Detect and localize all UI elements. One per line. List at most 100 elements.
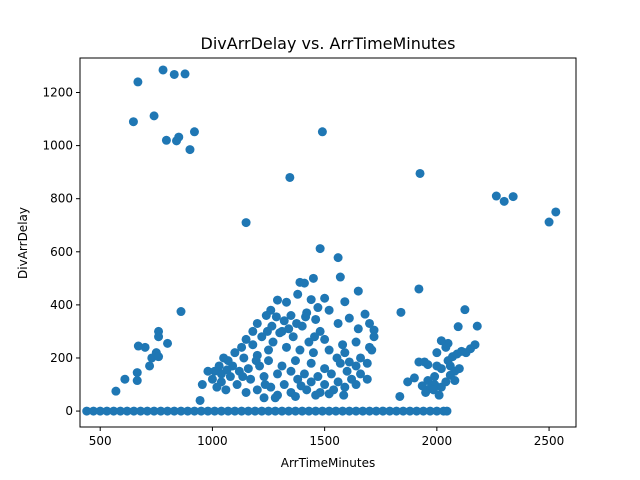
data-point	[306, 358, 316, 368]
data-point	[324, 389, 334, 399]
data-point	[324, 406, 334, 416]
data-point	[460, 305, 470, 315]
data-point	[115, 406, 125, 416]
data-point	[252, 318, 262, 328]
data-point	[344, 357, 354, 367]
data-point	[156, 406, 166, 416]
data-point	[196, 406, 206, 416]
data-point	[362, 358, 372, 368]
data-point	[441, 342, 451, 352]
data-point	[544, 217, 554, 227]
data-point	[136, 406, 146, 416]
data-point	[434, 390, 444, 400]
data-point	[128, 117, 138, 127]
data-point	[378, 406, 388, 416]
data-point	[241, 218, 251, 228]
data-point	[243, 406, 253, 416]
data-point	[212, 382, 222, 392]
data-point	[454, 364, 464, 374]
data-point	[232, 380, 242, 390]
data-point	[129, 406, 139, 416]
y-axis-ticks: 0 200 400 600 800 1000 1200	[42, 86, 80, 418]
data-point	[286, 311, 296, 320]
data-point	[340, 348, 350, 358]
data-point	[223, 406, 233, 416]
y-tick-label: 400	[50, 298, 73, 312]
data-point	[396, 307, 406, 317]
data-point	[210, 406, 220, 416]
data-points-layer	[82, 65, 561, 416]
data-point	[222, 365, 232, 375]
data-point	[203, 406, 213, 416]
data-point	[149, 111, 159, 121]
data-point	[176, 307, 186, 317]
data-point	[491, 191, 501, 201]
x-tick-label: 2500	[534, 434, 565, 448]
data-point	[333, 377, 343, 387]
data-point	[313, 303, 323, 313]
data-point	[169, 406, 179, 416]
chart-title: DivArrDelay vs. ArrTimeMinutes	[201, 34, 456, 53]
data-point	[180, 69, 190, 79]
data-point	[414, 284, 424, 294]
data-point	[306, 377, 316, 387]
data-point	[122, 406, 132, 416]
data-point	[237, 406, 247, 416]
data-point	[257, 332, 267, 342]
y-tick-label: 1200	[42, 86, 73, 100]
data-point	[183, 406, 193, 416]
data-point	[145, 361, 155, 371]
data-point	[189, 127, 199, 137]
x-axis-ticks: 500 1000 1500 2000 2500	[89, 427, 565, 448]
data-point	[285, 172, 295, 182]
data-point	[351, 337, 361, 347]
data-point	[293, 374, 303, 384]
data-point	[140, 342, 150, 352]
data-point	[315, 326, 325, 336]
data-point	[333, 253, 343, 263]
data-point	[237, 342, 247, 352]
data-point	[338, 406, 348, 416]
data-point	[425, 406, 435, 416]
data-point	[342, 366, 352, 376]
data-point	[450, 376, 460, 386]
data-point	[260, 380, 270, 390]
data-point	[288, 332, 298, 342]
data-point	[441, 377, 451, 387]
data-point	[367, 345, 377, 355]
data-point	[295, 345, 305, 355]
data-point	[338, 340, 348, 350]
data-point	[421, 387, 431, 397]
data-point	[132, 368, 142, 378]
data-point	[95, 406, 105, 416]
data-point	[271, 312, 281, 322]
data-point	[351, 361, 361, 371]
data-point	[284, 324, 294, 334]
data-point	[248, 326, 258, 336]
data-point	[428, 385, 438, 395]
data-point	[102, 406, 112, 416]
data-point	[351, 380, 361, 390]
data-point	[161, 135, 171, 145]
data-point	[120, 374, 130, 384]
data-point	[362, 374, 372, 384]
data-point	[163, 406, 173, 416]
data-point	[133, 341, 143, 351]
data-point	[219, 353, 229, 363]
data-point	[259, 393, 269, 403]
data-point	[273, 295, 282, 305]
data-point	[311, 314, 321, 324]
data-point	[358, 406, 368, 416]
data-point	[369, 332, 379, 342]
data-point	[317, 127, 327, 137]
data-point	[169, 69, 179, 79]
data-point	[320, 380, 330, 390]
data-point	[230, 348, 240, 358]
data-point	[453, 322, 463, 332]
data-point	[238, 372, 248, 382]
data-point	[301, 312, 311, 322]
data-point	[299, 369, 309, 379]
data-point	[270, 393, 280, 403]
data-point	[246, 374, 256, 384]
data-point	[418, 406, 428, 416]
